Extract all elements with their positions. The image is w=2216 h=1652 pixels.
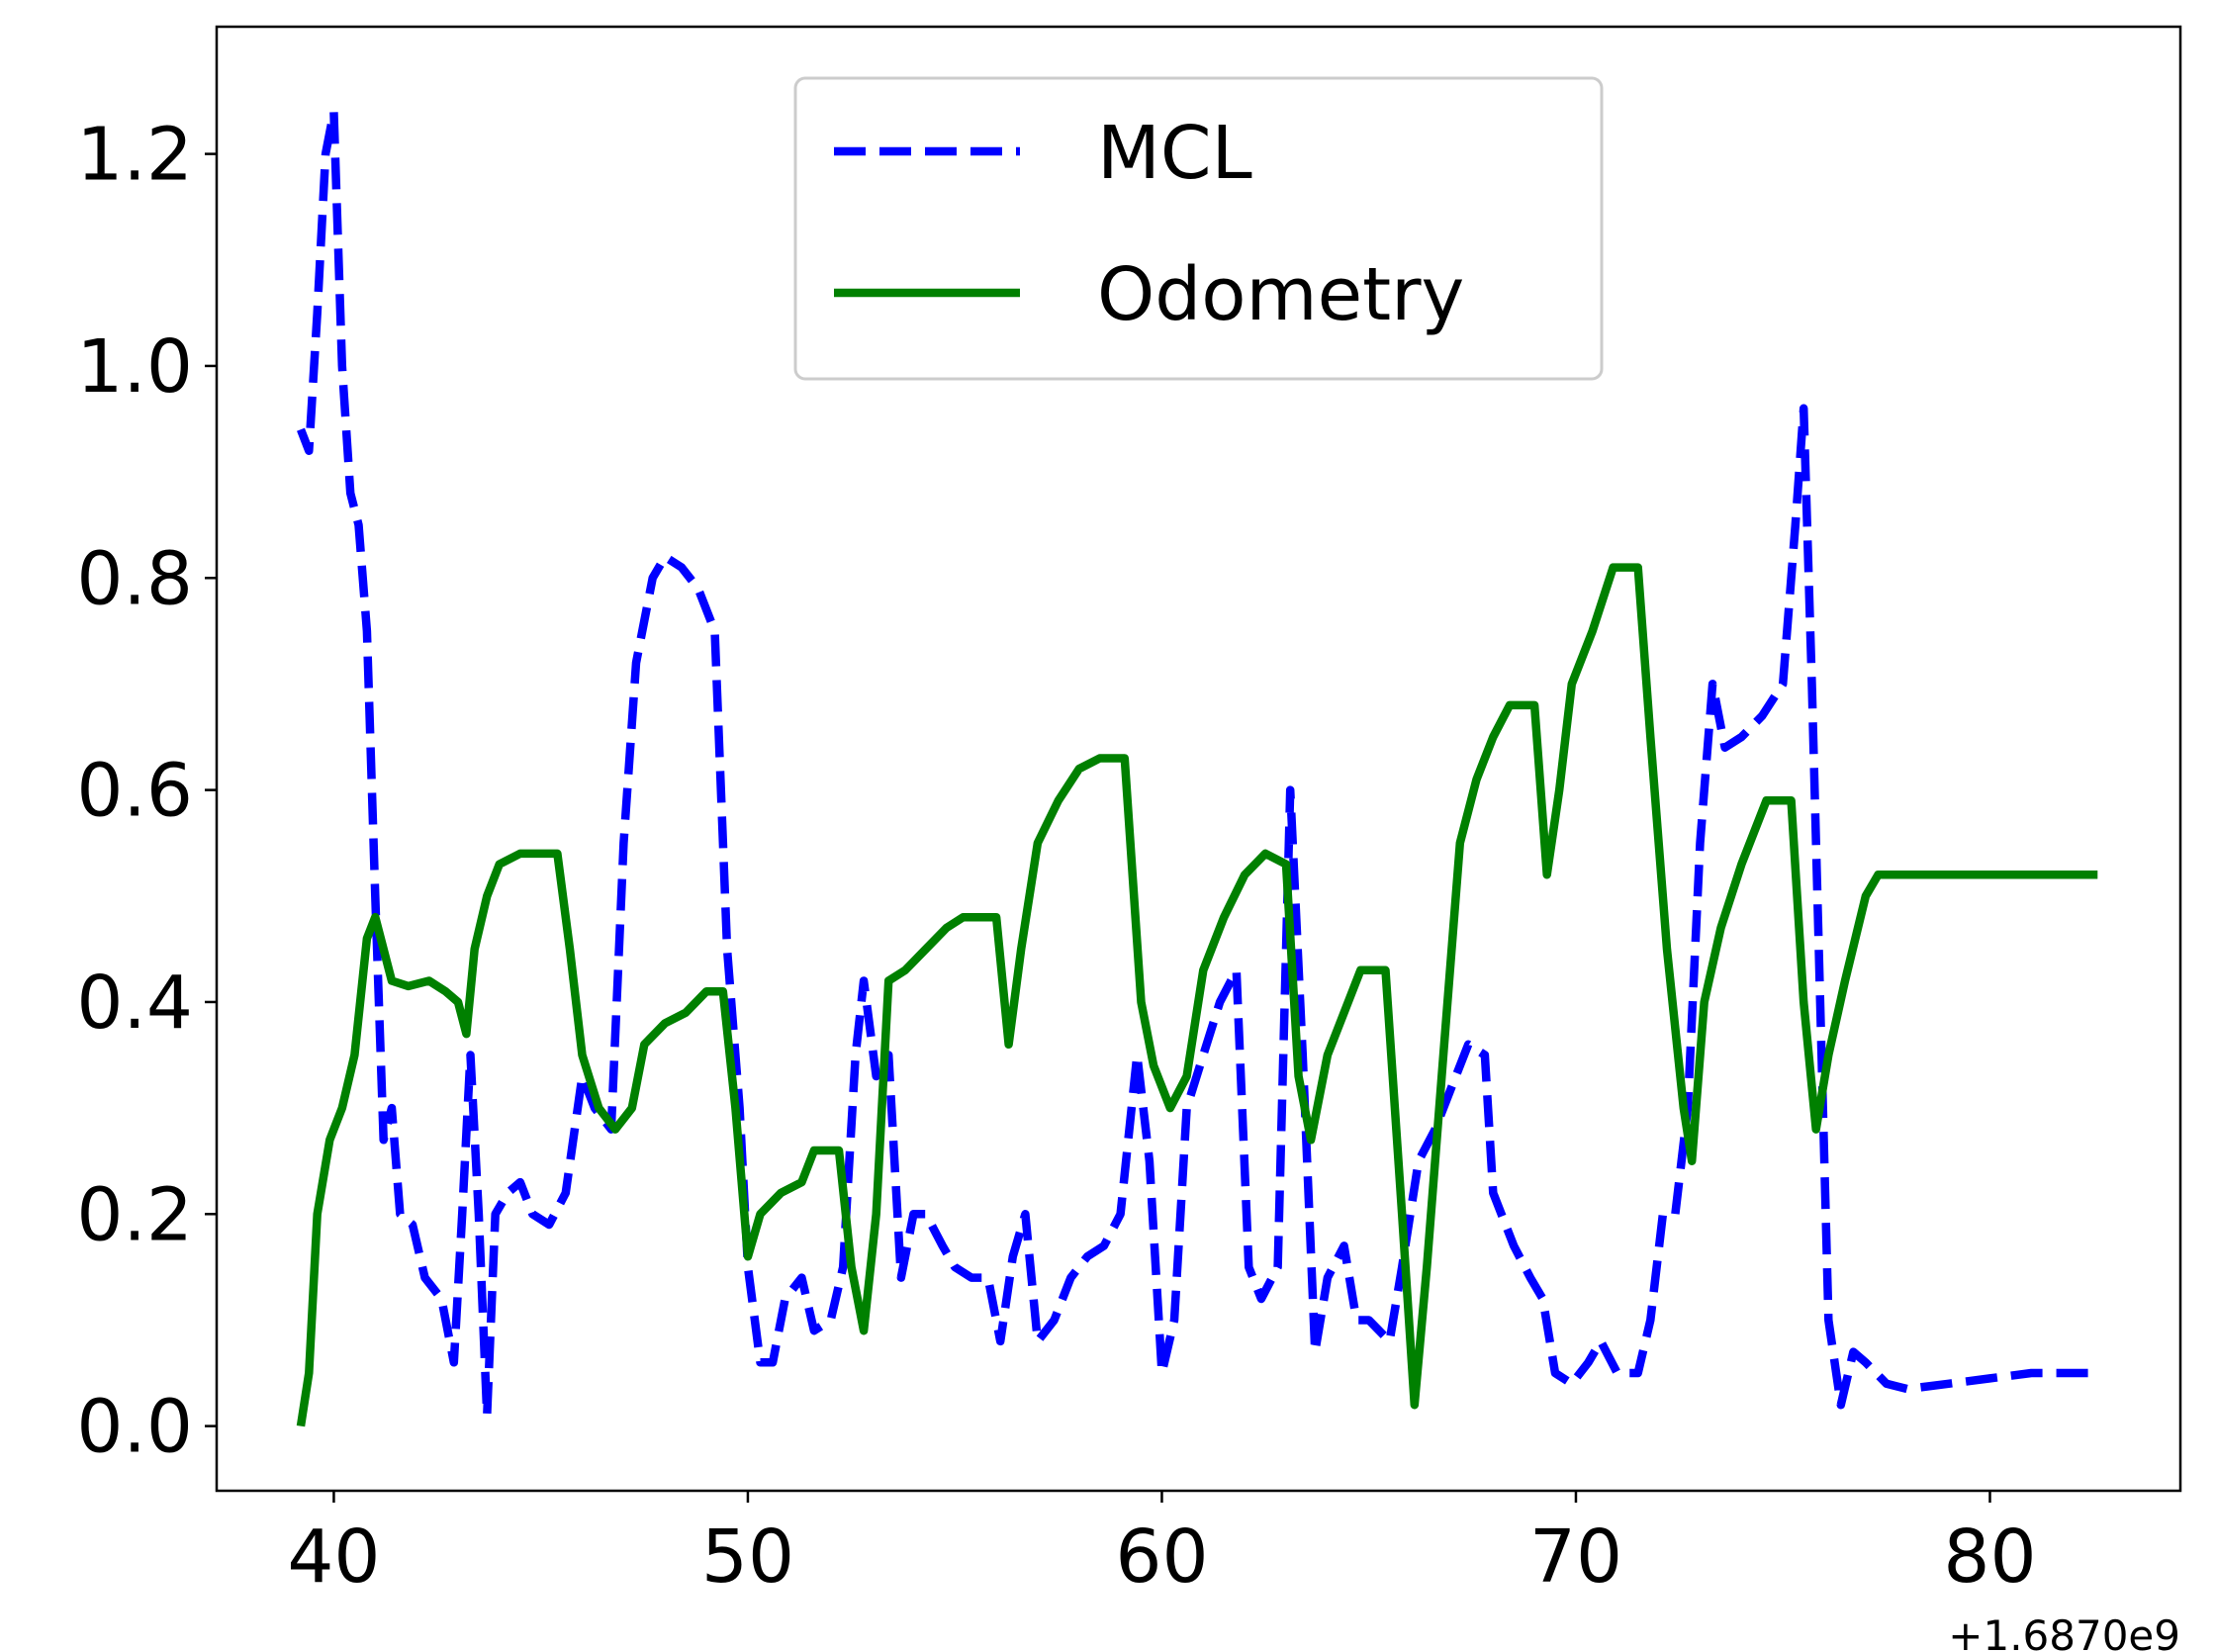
plot-frame	[215, 25, 2182, 1493]
series-line	[297, 107, 2089, 1421]
legend-label: MCL	[1097, 111, 1252, 196]
series-line	[296, 563, 2098, 1427]
y-tick-label: 1.2	[76, 113, 193, 198]
offset-text: +1.6870e9	[1948, 1611, 2180, 1652]
y-tick-label: 0.4	[76, 961, 193, 1046]
x-tick-label: 80	[1943, 1514, 2036, 1600]
y-tick-label: 0.2	[76, 1172, 193, 1257]
x-tick-label: 60	[1115, 1514, 1208, 1600]
y-tick-label: 0.6	[76, 749, 193, 834]
y-tick-label: 0.0	[76, 1385, 193, 1470]
y-tick-label: 0.8	[76, 536, 193, 621]
legend-label: Odometry	[1097, 252, 1464, 337]
y-tick-label: 1.0	[76, 324, 193, 410]
x-tick-label: 50	[701, 1514, 794, 1600]
x-tick-label: 40	[287, 1514, 380, 1600]
x-tick-label: 70	[1529, 1514, 1622, 1600]
